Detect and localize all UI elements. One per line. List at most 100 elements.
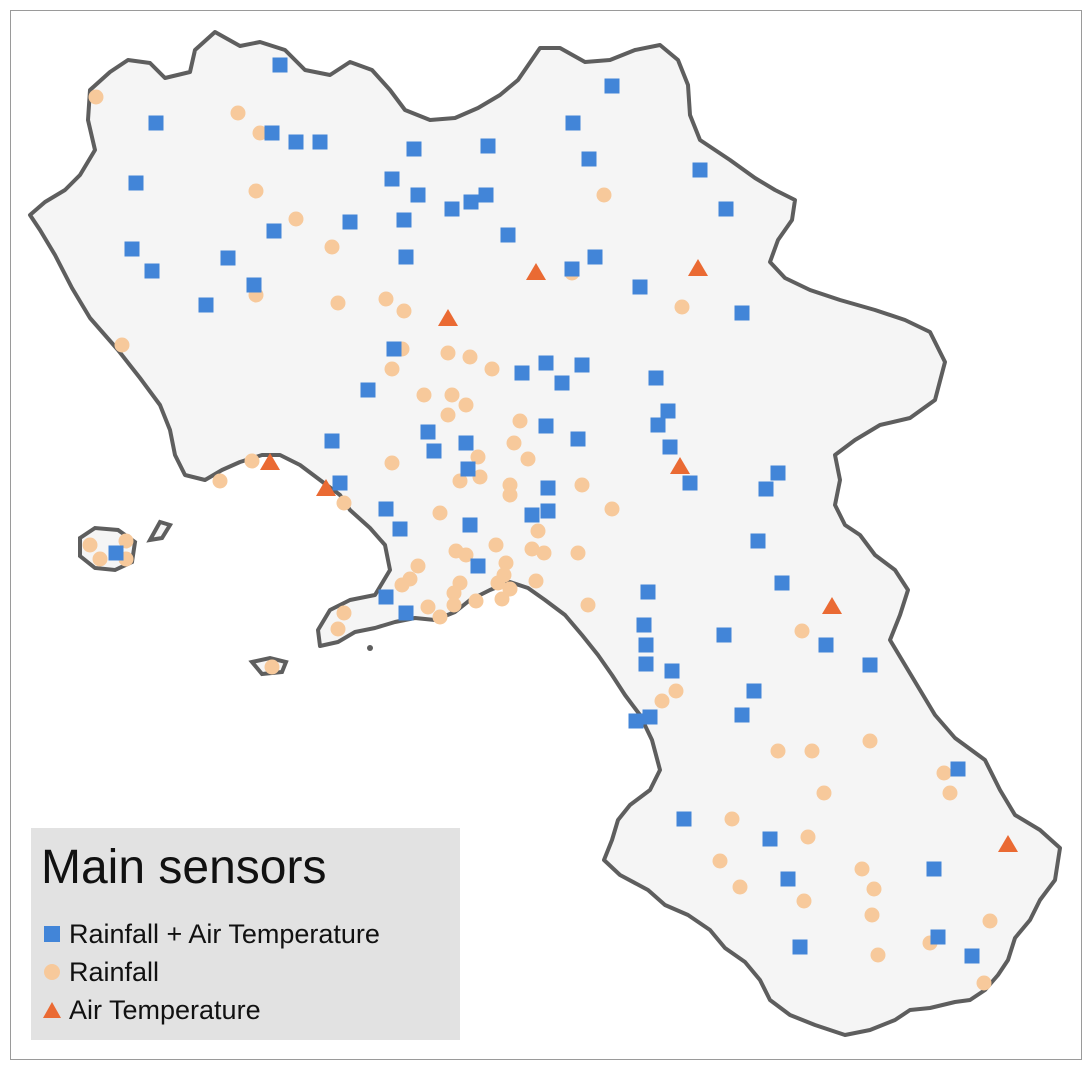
rainfall-air-temperature-sensor-marker bbox=[734, 305, 750, 321]
rainfall-sensor-marker bbox=[484, 361, 500, 377]
rainfall-air-temperature-sensor-marker bbox=[587, 249, 603, 265]
rainfall-sensor-marker bbox=[494, 591, 510, 607]
rainfall-air-temperature-sensor-marker bbox=[692, 162, 708, 178]
legend-label: Rainfall bbox=[69, 956, 160, 987]
rainfall-air-temperature-sensor-marker bbox=[774, 575, 790, 591]
rainfall-air-temperature-sensor-marker bbox=[792, 939, 808, 955]
legend-item-rainfall-air-temperature: Rainfall + Air Temperature bbox=[41, 918, 380, 950]
rainfall-air-temperature-sensor-marker bbox=[220, 250, 236, 266]
rainfall-air-temperature-sensor-marker bbox=[500, 227, 516, 243]
rainfall-air-temperature-sensor-marker bbox=[392, 521, 408, 537]
rainfall-air-temperature-sensor-marker bbox=[762, 831, 778, 847]
rainfall-air-temperature-sensor-marker bbox=[570, 431, 586, 447]
rainfall-air-temperature-sensor-marker bbox=[660, 403, 676, 419]
air-temperature-sensor-marker bbox=[688, 259, 708, 276]
rainfall-sensor-marker bbox=[452, 473, 468, 489]
islet bbox=[367, 645, 373, 651]
rainfall-air-temperature-sensor-marker bbox=[650, 417, 666, 433]
legend-item-air-temperature: Air Temperature bbox=[41, 994, 261, 1026]
rainfall-air-temperature-sensor-marker bbox=[332, 475, 348, 491]
legend-label: Air Temperature bbox=[69, 994, 261, 1025]
rainfall-sensor-marker bbox=[604, 501, 620, 517]
rainfall-sensor-marker bbox=[528, 573, 544, 589]
rainfall-air-temperature-sensor-marker bbox=[664, 663, 680, 679]
rainfall-air-temperature-sensor-marker bbox=[926, 861, 942, 877]
rainfall-air-temperature-sensors bbox=[108, 57, 980, 964]
rainfall-air-temperature-sensor-marker bbox=[734, 707, 750, 723]
rainfall-air-temperature-sensor-marker bbox=[538, 418, 554, 434]
rainfall-air-temperature-sensor-marker bbox=[648, 370, 664, 386]
legend: Main sensors Rainfall + Air Temperature … bbox=[31, 828, 460, 1040]
air-temperature-sensor-marker bbox=[670, 457, 690, 474]
rainfall-air-temperature-sensor-marker bbox=[716, 627, 732, 643]
rainfall-sensor-marker bbox=[596, 187, 612, 203]
rainfall-air-temperature-sensor-marker bbox=[636, 617, 652, 633]
rainfall-air-temperature-sensor-marker bbox=[632, 279, 648, 295]
rainfall-air-temperature-sensor-marker bbox=[780, 871, 796, 887]
rainfall-sensor-marker bbox=[458, 397, 474, 413]
rainfall-air-temperature-sensor-marker bbox=[384, 171, 400, 187]
rainfall-air-temperature-sensor-marker bbox=[396, 212, 412, 228]
rainfall-air-temperature-sensor-marker bbox=[480, 138, 496, 154]
rainfall-sensor-marker bbox=[264, 659, 280, 675]
rainfall-sensor-marker bbox=[524, 541, 540, 557]
rainfall-air-temperature-sensor-marker bbox=[444, 201, 460, 217]
rainfall-air-temperature-sensor-marker bbox=[410, 187, 426, 203]
rainfall-sensor-marker bbox=[770, 743, 786, 759]
rainfall-sensor-marker bbox=[378, 291, 394, 307]
legend-label: Rainfall + Air Temperature bbox=[69, 918, 380, 949]
rainfall-sensor-marker bbox=[668, 683, 684, 699]
rainfall-air-temperature-sensor-marker bbox=[463, 194, 479, 210]
rainfall-sensor-marker bbox=[862, 733, 878, 749]
rainfall-air-temperature-sensor-marker bbox=[640, 584, 656, 600]
rainfall-sensor-marker bbox=[470, 449, 486, 465]
island-procida bbox=[146, 519, 174, 543]
rainfall-sensor-marker bbox=[446, 585, 462, 601]
rainfall-air-temperature-sensor-marker bbox=[128, 175, 144, 191]
rainfall-air-temperature-sensor-marker bbox=[540, 480, 556, 496]
rainfall-sensor-marker bbox=[384, 361, 400, 377]
rainfall-air-temperature-sensor-marker bbox=[398, 605, 414, 621]
rainfall-sensor-marker bbox=[854, 861, 870, 877]
rainfall-sensor-marker bbox=[420, 599, 436, 615]
rainfall-sensor-marker bbox=[530, 523, 546, 539]
air-temperature-sensor-marker bbox=[998, 835, 1018, 852]
rainfall-sensor-marker bbox=[324, 239, 340, 255]
rainfall-sensor-marker bbox=[816, 785, 832, 801]
rainfall-air-temperature-sensor-marker bbox=[818, 637, 834, 653]
rainfall-sensor-marker bbox=[92, 551, 108, 567]
rainfall-sensor-marker bbox=[212, 473, 228, 489]
rainfall-sensor-marker bbox=[712, 853, 728, 869]
rainfall-sensor-marker bbox=[88, 89, 104, 105]
rainfall-air-temperature-sensor-marker bbox=[324, 433, 340, 449]
rainfall-air-temperature-sensor-marker bbox=[628, 713, 644, 729]
rainfall-sensor-marker bbox=[114, 337, 130, 353]
rainfall-air-temperature-sensor-marker bbox=[638, 637, 654, 653]
rainfall-sensor-marker bbox=[506, 435, 522, 451]
rainfall-air-temperature-sensor-marker bbox=[124, 241, 140, 257]
rainfall-air-temperature-sensor-marker bbox=[378, 501, 394, 517]
rainfall-sensor-marker bbox=[288, 211, 304, 227]
rainfall-air-temperature-sensor-marker bbox=[524, 507, 540, 523]
triangle-icon bbox=[43, 1002, 61, 1018]
rainfall-air-temperature-sensor-marker bbox=[288, 134, 304, 150]
rainfall-sensor-marker bbox=[804, 743, 820, 759]
rainfall-sensor-marker bbox=[536, 545, 552, 561]
rainfall-air-temperature-sensor-marker bbox=[676, 811, 692, 827]
rainfall-sensor-marker bbox=[440, 345, 456, 361]
air-temperature-sensor-marker bbox=[526, 263, 546, 280]
rainfall-sensor-marker bbox=[462, 349, 478, 365]
rainfall-sensor-marker bbox=[794, 623, 810, 639]
rainfall-air-temperature-sensor-marker bbox=[420, 424, 436, 440]
rainfall-sensor-marker bbox=[82, 537, 98, 553]
air-temperature-sensor-marker bbox=[316, 479, 336, 496]
rainfall-air-temperature-sensor-marker bbox=[272, 57, 288, 73]
rainfall-sensor-marker bbox=[336, 495, 352, 511]
rainfall-air-temperature-sensor-marker bbox=[581, 151, 597, 167]
rainfall-sensor-marker bbox=[244, 453, 260, 469]
legend-item-rainfall: Rainfall bbox=[41, 956, 159, 988]
rainfall-air-temperature-sensor-marker bbox=[246, 277, 262, 293]
rainfall-air-temperature-sensor-marker bbox=[458, 435, 474, 451]
rainfall-sensor-marker bbox=[446, 597, 462, 613]
